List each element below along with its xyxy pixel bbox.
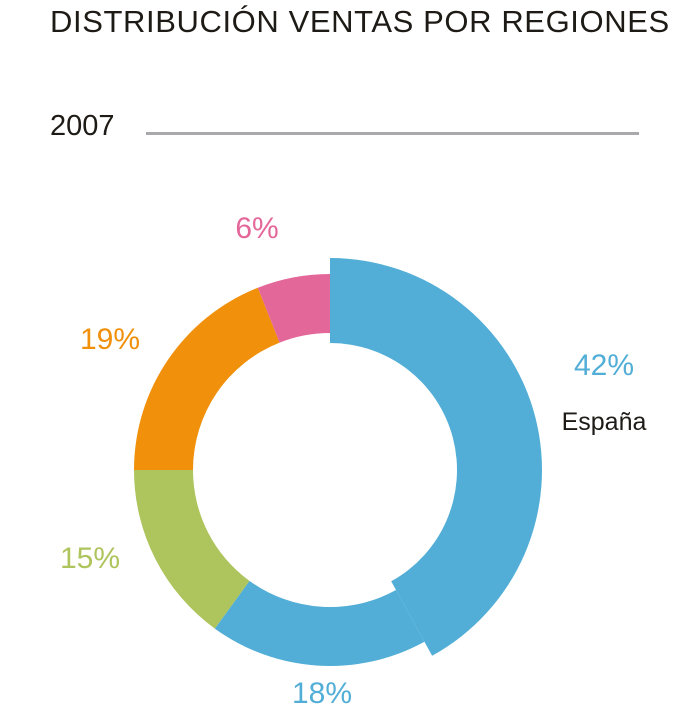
donut-slice-42 <box>330 258 543 656</box>
slice-label-42: 42% <box>574 349 634 382</box>
slice-label-15: 15% <box>60 542 120 575</box>
slice-label-19: 19% <box>80 323 140 356</box>
donut-slice-15 <box>134 470 250 629</box>
year-divider-line <box>146 132 639 135</box>
slice-category-espana: España <box>562 408 647 436</box>
year-label: 2007 <box>50 110 115 142</box>
donut-slice-6 <box>257 274 330 343</box>
slice-label-6: 6% <box>235 212 278 245</box>
chart-title: DISTRIBUCIÓN VENTAS POR REGIONES <box>50 4 670 39</box>
donut-slice-19 <box>134 287 280 470</box>
donut-labels: 42% España 18% 15% 19% 6% <box>60 212 647 706</box>
donut-slices <box>134 258 543 666</box>
slice-label-18: 18% <box>292 677 352 706</box>
donut-slice-18 <box>214 580 425 666</box>
